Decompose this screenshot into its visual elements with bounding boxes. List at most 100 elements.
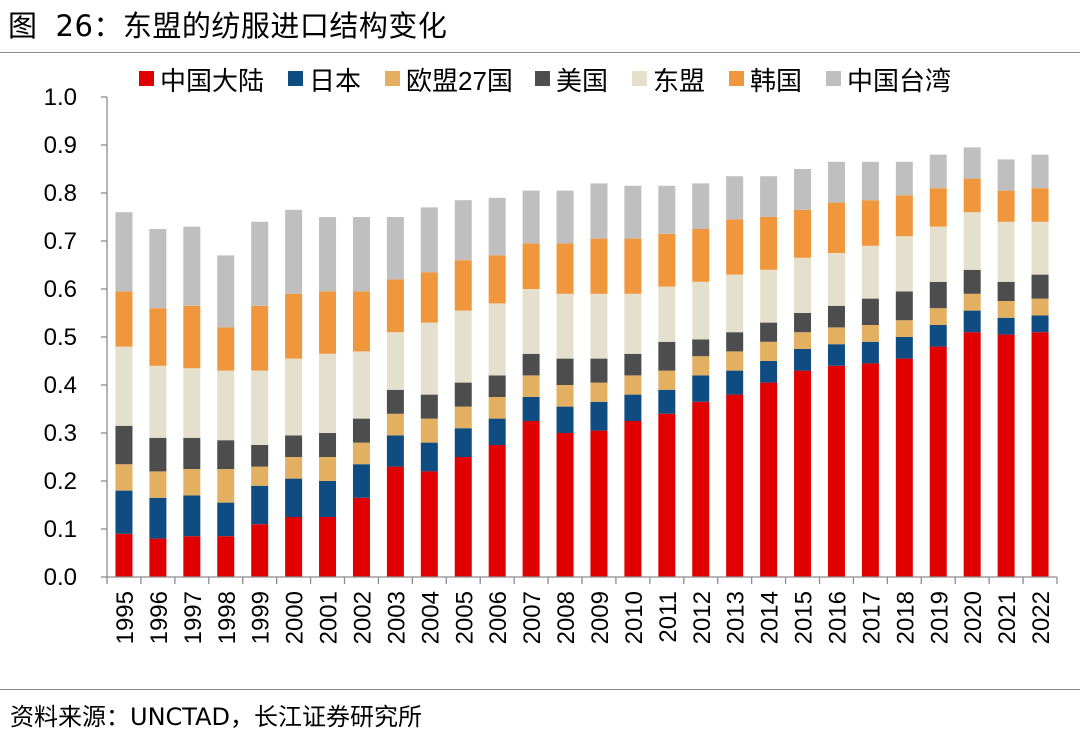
bar-segment-2019-s0 (929, 346, 947, 577)
y-tick-label: 0.1 (44, 516, 77, 543)
bar-segment-2011-s5 (658, 233, 676, 287)
x-tick-label: 2020 (960, 591, 987, 644)
bar-segment-2022-s4 (1031, 221, 1049, 275)
y-tick-label: 1.0 (44, 84, 77, 111)
bar-segment-2020-s2 (963, 293, 981, 311)
bar-segment-2015-s5 (794, 209, 812, 258)
bar-segment-2009-s0 (590, 430, 608, 577)
bar-segment-2016-s1 (827, 344, 845, 366)
bar-segment-2001-s2 (319, 457, 337, 481)
x-tick-label: 2002 (349, 591, 376, 644)
bar-segment-2000-s2 (285, 457, 303, 479)
bar-segment-2001-s1 (319, 481, 337, 517)
bar-segment-2006-s4 (488, 303, 506, 376)
bar-segment-2013-s0 (726, 394, 744, 577)
bar-segment-1999-s4 (251, 370, 269, 445)
legend-label: 中国大陆 (160, 66, 264, 96)
bar-segment-2013-s5 (726, 219, 744, 275)
bar-segment-2016-s3 (827, 305, 845, 328)
x-tick-label: 2015 (791, 591, 818, 644)
bar-segment-2001-s0 (319, 517, 337, 577)
bar-segment-2012-s2 (692, 356, 710, 376)
bar-segment-2007-s1 (522, 397, 540, 421)
bar-segment-2014-s5 (760, 217, 778, 270)
bar-segment-2004-s6 (420, 207, 438, 273)
bar-segment-2013-s4 (726, 274, 744, 333)
bar-segment-2005-s6 (454, 200, 472, 261)
bar-segment-1998-s4 (217, 370, 235, 441)
x-tick-label: 1995 (112, 591, 139, 644)
bar-segment-1999-s2 (251, 466, 269, 486)
bar-segment-2000-s3 (285, 435, 303, 457)
bar-segment-2020-s6 (963, 147, 981, 179)
bar-segment-2007-s0 (522, 421, 540, 577)
bar-segment-2010-s4 (624, 293, 642, 354)
bar-segment-2014-s3 (760, 322, 778, 342)
bar-segment-2004-s1 (420, 442, 438, 472)
bar-segment-2002-s0 (352, 497, 370, 577)
bar-segment-1996-s0 (149, 538, 167, 577)
bar-segment-2013-s6 (726, 176, 744, 220)
bar-segment-2005-s4 (454, 310, 472, 383)
bar-segment-2019-s1 (929, 325, 947, 347)
bar-segment-2000-s0 (285, 517, 303, 577)
bar-segment-1997-s2 (183, 469, 201, 496)
x-tick-label: 1999 (248, 591, 275, 644)
bar-segment-2022-s3 (1031, 274, 1049, 299)
legend-swatch (288, 71, 303, 86)
bar-segment-2012-s0 (692, 401, 710, 577)
bar-segment-1995-s0 (115, 533, 133, 577)
bar-segment-2022-s1 (1031, 315, 1049, 333)
figure-label: 图 (8, 9, 38, 43)
bar-segment-2021-s5 (997, 190, 1015, 222)
bar-segment-1995-s1 (115, 490, 133, 534)
bar-segment-2015-s1 (794, 349, 812, 371)
bar-segment-1995-s2 (115, 464, 133, 491)
bar-segment-2013-s2 (726, 351, 744, 371)
x-tick-label: 2003 (383, 591, 410, 644)
x-tick-label: 2001 (316, 591, 343, 644)
bar-segment-2000-s6 (285, 209, 303, 294)
bar-segment-2004-s0 (420, 471, 438, 577)
x-tick-label: 2021 (994, 591, 1021, 644)
bar-segment-2013-s1 (726, 370, 744, 395)
legend-swatch (632, 71, 647, 86)
legend-label: 欧盟27国 (406, 66, 513, 96)
y-tick-label: 0.3 (44, 420, 77, 447)
bar-segment-2010-s6 (624, 185, 642, 239)
bar-segment-1997-s6 (183, 226, 201, 306)
bar-segment-2000-s4 (285, 358, 303, 436)
bar-segment-2002-s1 (352, 464, 370, 498)
bar-segment-2014-s2 (760, 341, 778, 361)
legend-swatch (535, 71, 550, 86)
bar-segment-2021-s2 (997, 301, 1015, 318)
bar-segment-2001-s6 (319, 217, 337, 292)
bar-segment-2008-s0 (556, 433, 574, 577)
bar-segment-2016-s0 (827, 365, 845, 577)
bar-segment-2004-s4 (420, 322, 438, 395)
bar-segment-2011-s3 (658, 341, 676, 371)
bar-segment-2021-s1 (997, 317, 1015, 335)
source-note: 资料来源：UNCTAD，长江证券研究所 (10, 703, 422, 731)
y-tick-label: 0.5 (44, 324, 77, 351)
stacked-bar-chart: 中国大陆 日本 欧盟27国 美国 东盟 韩国 中国台湾 0.0 0.1 0.2 0.3 0.4 0.5… (44, 66, 1058, 644)
x-tick-label: 2006 (485, 591, 512, 644)
bar-segment-2019-s6 (929, 154, 947, 189)
x-tick-label: 2009 (587, 591, 614, 644)
bar-segment-1998-s1 (217, 502, 235, 537)
bar-segment-2017-s4 (861, 245, 879, 299)
bar-segment-2011-s0 (658, 413, 676, 577)
bar-segment-2013-s3 (726, 332, 744, 352)
bar-segment-2007-s5 (522, 243, 540, 289)
y-tick-label: 0.7 (44, 228, 77, 255)
legend-label: 中国台湾 (847, 66, 951, 96)
legend-swatch (826, 71, 841, 86)
bar-segment-2006-s6 (488, 197, 506, 256)
x-tick-label: 2004 (417, 591, 444, 644)
bar-segment-2018-s1 (895, 337, 913, 359)
bar-segment-2020-s4 (963, 212, 981, 270)
bar-segment-2004-s2 (420, 418, 438, 443)
bar-segment-2010-s2 (624, 375, 642, 395)
bar-segment-1996-s5 (149, 308, 167, 366)
bar-segment-2012-s6 (692, 183, 710, 229)
